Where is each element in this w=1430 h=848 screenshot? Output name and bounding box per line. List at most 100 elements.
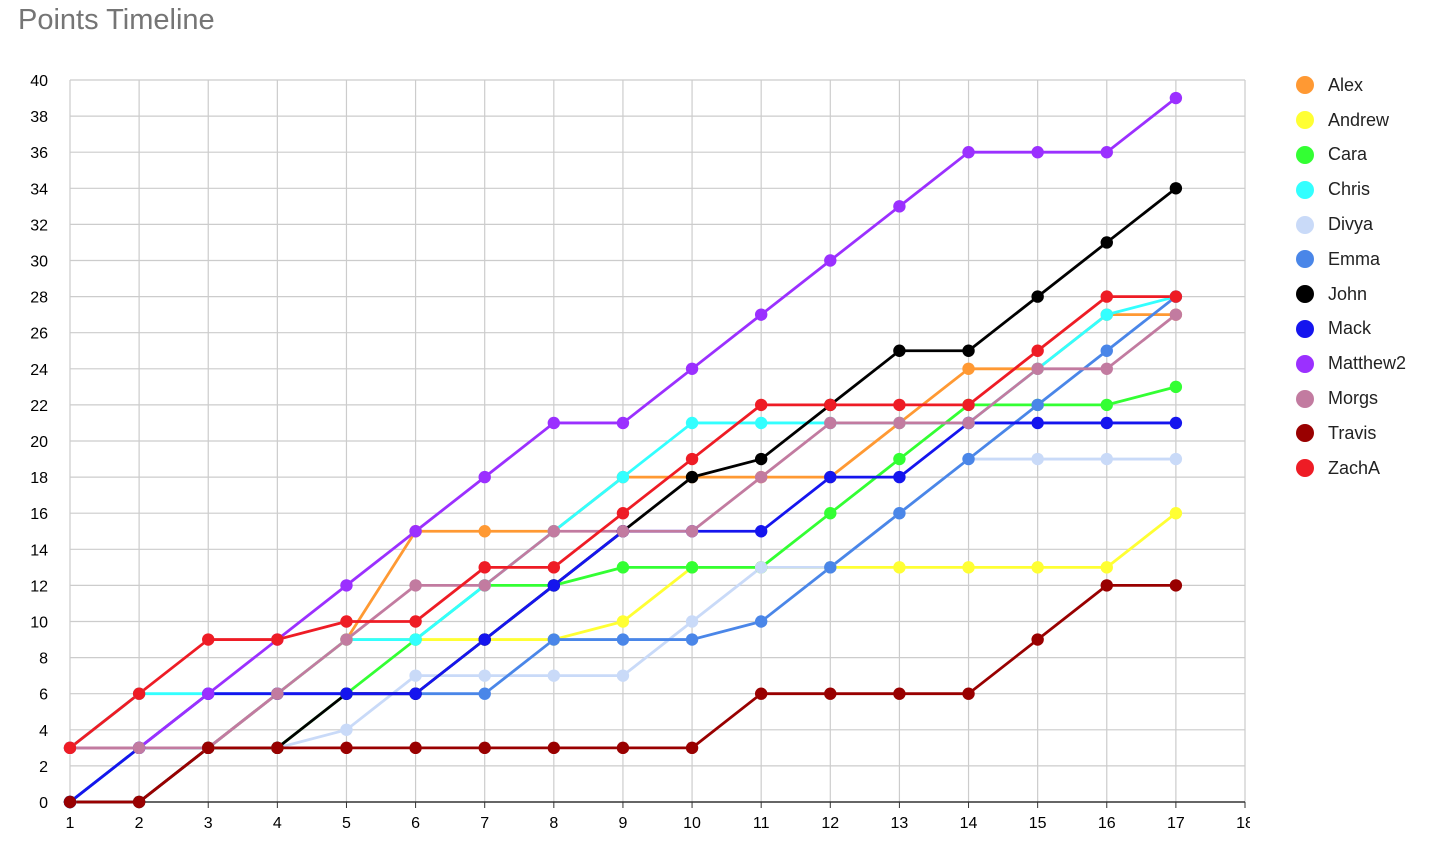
data-point-zacha[interactable]: [409, 615, 422, 628]
data-point-matthew2[interactable]: [824, 254, 837, 267]
data-point-cara[interactable]: [1100, 398, 1113, 412]
data-point-mack[interactable]: [478, 633, 491, 646]
data-point-divya[interactable]: [340, 723, 353, 736]
data-point-travis[interactable]: [1169, 579, 1183, 592]
data-point-divya[interactable]: [1169, 452, 1183, 466]
legend-item-divya[interactable]: Divya: [1296, 207, 1406, 242]
data-point-morgs[interactable]: [1169, 308, 1183, 321]
data-point-andrew[interactable]: [1031, 561, 1044, 574]
data-point-alex[interactable]: [962, 362, 975, 375]
data-point-emma[interactable]: [1031, 398, 1044, 412]
data-point-zacha[interactable]: [1031, 344, 1044, 357]
data-point-divya[interactable]: [547, 669, 561, 682]
data-point-matthew2[interactable]: [962, 146, 975, 159]
data-point-matthew2[interactable]: [1169, 91, 1183, 105]
data-point-morgs[interactable]: [824, 416, 837, 430]
data-point-travis[interactable]: [893, 687, 906, 700]
data-point-john[interactable]: [685, 470, 699, 484]
data-point-mack[interactable]: [1169, 416, 1183, 430]
data-point-divya[interactable]: [685, 615, 699, 628]
data-point-matthew2[interactable]: [1100, 146, 1113, 159]
data-point-emma[interactable]: [1100, 344, 1113, 357]
data-point-travis[interactable]: [754, 687, 768, 700]
data-point-morgs[interactable]: [1031, 362, 1044, 375]
legend-item-zacha[interactable]: ZachA: [1296, 451, 1406, 486]
data-point-john[interactable]: [1031, 290, 1044, 303]
data-point-divya[interactable]: [409, 669, 422, 682]
data-point-cara[interactable]: [616, 561, 630, 574]
data-point-cara[interactable]: [893, 452, 906, 466]
data-point-chris[interactable]: [1100, 308, 1113, 321]
data-point-divya[interactable]: [616, 669, 630, 682]
data-point-andrew[interactable]: [1169, 507, 1183, 520]
data-point-travis[interactable]: [616, 741, 630, 755]
data-point-cara[interactable]: [824, 507, 837, 520]
data-point-matthew2[interactable]: [478, 470, 491, 484]
data-point-mack[interactable]: [754, 525, 768, 538]
data-point-zacha[interactable]: [271, 633, 284, 646]
data-point-zacha[interactable]: [1100, 290, 1113, 303]
data-point-travis[interactable]: [409, 741, 422, 755]
data-point-divya[interactable]: [1100, 452, 1113, 466]
data-point-mack[interactable]: [409, 687, 422, 700]
data-point-morgs[interactable]: [478, 579, 491, 592]
data-point-matthew2[interactable]: [685, 362, 699, 375]
data-point-chris[interactable]: [754, 416, 768, 430]
data-point-morgs[interactable]: [340, 633, 353, 646]
data-point-chris[interactable]: [685, 416, 699, 430]
data-point-morgs[interactable]: [616, 525, 630, 538]
data-point-zacha[interactable]: [893, 398, 906, 412]
legend-item-travis[interactable]: Travis: [1296, 416, 1406, 451]
data-point-zacha[interactable]: [616, 507, 630, 520]
data-point-travis[interactable]: [202, 741, 215, 755]
data-point-andrew[interactable]: [962, 561, 975, 574]
data-point-chris[interactable]: [616, 470, 630, 484]
legend-item-alex[interactable]: Alex: [1296, 68, 1406, 103]
data-point-emma[interactable]: [754, 615, 768, 628]
data-point-morgs[interactable]: [962, 416, 975, 430]
data-point-divya[interactable]: [754, 561, 768, 574]
legend-item-matthew2[interactable]: Matthew2: [1296, 346, 1406, 381]
data-point-travis[interactable]: [63, 795, 77, 809]
data-point-travis[interactable]: [547, 741, 561, 755]
data-point-matthew2[interactable]: [340, 579, 353, 592]
data-point-andrew[interactable]: [616, 615, 630, 628]
data-point-travis[interactable]: [132, 795, 146, 809]
data-point-morgs[interactable]: [132, 741, 146, 755]
data-point-emma[interactable]: [962, 452, 975, 466]
data-point-emma[interactable]: [824, 561, 837, 574]
data-point-matthew2[interactable]: [1031, 146, 1044, 159]
legend-item-andrew[interactable]: Andrew: [1296, 103, 1406, 138]
data-point-divya[interactable]: [1031, 452, 1044, 466]
data-point-matthew2[interactable]: [409, 525, 422, 538]
data-point-mack[interactable]: [1100, 416, 1113, 430]
data-point-emma[interactable]: [478, 687, 491, 700]
data-point-zacha[interactable]: [824, 398, 837, 412]
legend-item-cara[interactable]: Cara: [1296, 138, 1406, 173]
data-point-zacha[interactable]: [340, 615, 353, 628]
data-point-travis[interactable]: [1100, 579, 1113, 592]
data-point-zacha[interactable]: [547, 561, 561, 574]
data-point-zacha[interactable]: [132, 687, 146, 700]
data-point-morgs[interactable]: [1100, 362, 1113, 375]
data-point-divya[interactable]: [478, 669, 491, 682]
data-point-travis[interactable]: [685, 741, 699, 755]
data-point-matthew2[interactable]: [754, 308, 768, 321]
data-point-morgs[interactable]: [685, 525, 699, 538]
data-point-travis[interactable]: [340, 741, 353, 755]
data-point-matthew2[interactable]: [547, 416, 561, 430]
data-point-john[interactable]: [754, 452, 768, 466]
legend-item-mack[interactable]: Mack: [1296, 312, 1406, 347]
data-point-mack[interactable]: [824, 470, 837, 484]
data-point-andrew[interactable]: [1100, 561, 1113, 574]
data-point-travis[interactable]: [824, 687, 837, 700]
data-point-matthew2[interactable]: [616, 416, 630, 430]
data-point-morgs[interactable]: [893, 416, 906, 430]
legend-item-john[interactable]: John: [1296, 277, 1406, 312]
data-point-morgs[interactable]: [409, 579, 422, 592]
data-point-morgs[interactable]: [547, 525, 561, 538]
data-point-travis[interactable]: [271, 741, 284, 755]
data-point-zacha[interactable]: [962, 398, 975, 412]
data-point-travis[interactable]: [962, 687, 975, 700]
data-point-zacha[interactable]: [478, 561, 491, 574]
